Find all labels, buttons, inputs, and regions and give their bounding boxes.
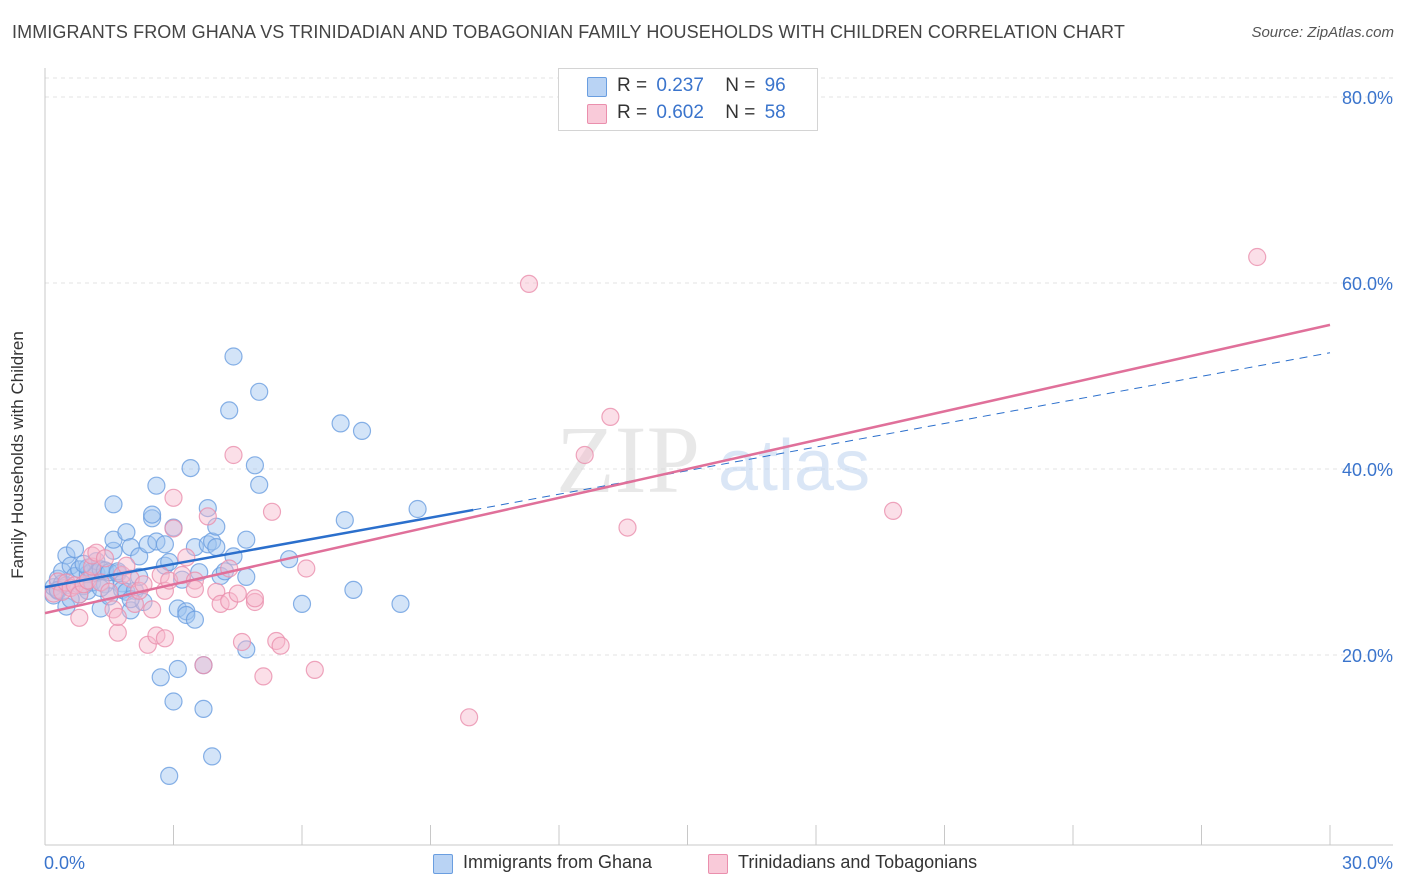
legend-n-label: N = bbox=[725, 75, 756, 96]
bottom-legend-swatch-ghana bbox=[433, 854, 453, 874]
watermark-atlas: atlas bbox=[718, 426, 870, 506]
point-ghana bbox=[245, 456, 264, 475]
point-ghana bbox=[181, 459, 200, 478]
y-tick-label: 60.0% bbox=[1342, 274, 1393, 294]
legend-r-value-ghana: 0.237 bbox=[656, 75, 704, 96]
point-ghana bbox=[335, 510, 354, 530]
bottom-legend-label-trinidad: Trinidadians and Tobagonians bbox=[738, 852, 978, 872]
point-ghana bbox=[408, 499, 427, 519]
point-trinidad bbox=[519, 274, 539, 293]
point-trinidad bbox=[134, 575, 153, 594]
point-trinidad bbox=[108, 623, 127, 642]
point-trinidad bbox=[198, 507, 217, 526]
legend-r-value-trinidad: 0.602 bbox=[656, 102, 704, 123]
point-trinidad bbox=[70, 585, 89, 604]
bottom-legend-label-ghana: Immigrants from Ghana bbox=[463, 852, 653, 872]
watermark-zip: ZIP bbox=[556, 406, 700, 513]
point-trinidad bbox=[601, 407, 620, 426]
point-ghana bbox=[250, 382, 269, 401]
point-ghana bbox=[292, 594, 312, 614]
point-ghana bbox=[203, 747, 222, 766]
legend-swatch-ghana bbox=[587, 77, 607, 97]
point-ghana bbox=[65, 539, 85, 559]
point-trinidad bbox=[164, 519, 183, 538]
point-ghana bbox=[147, 476, 166, 495]
legend-n-label: N = bbox=[725, 102, 756, 123]
point-ghana bbox=[237, 567, 256, 587]
chart-title: IMMIGRANTS FROM GHANA VS TRINIDADIAN AND… bbox=[12, 22, 1125, 42]
point-trinidad bbox=[575, 445, 594, 465]
point-ghana bbox=[207, 537, 226, 557]
point-trinidad bbox=[1248, 247, 1267, 267]
points-layer bbox=[44, 247, 1267, 786]
point-ghana bbox=[177, 605, 196, 625]
axis-layer bbox=[44, 68, 1393, 846]
watermark: ZIP atlas bbox=[556, 406, 870, 513]
point-ghana bbox=[155, 535, 174, 554]
point-trinidad bbox=[232, 632, 252, 652]
legend-n-value-trinidad: 58 bbox=[764, 102, 786, 123]
point-trinidad bbox=[100, 582, 119, 601]
bottom-legend-swatch-trinidad bbox=[708, 854, 728, 874]
point-trinidad bbox=[305, 660, 324, 680]
point-ghana bbox=[164, 692, 183, 711]
point-trinidad bbox=[460, 708, 479, 727]
point-trinidad bbox=[143, 600, 162, 619]
legend-r-label: R = bbox=[617, 75, 648, 96]
point-ghana bbox=[185, 610, 204, 629]
source-label: Source: ZipAtlas.com bbox=[1251, 24, 1394, 41]
point-ghana bbox=[250, 475, 269, 494]
point-trinidad bbox=[271, 636, 290, 655]
point-ghana bbox=[352, 421, 372, 440]
x-tick-label: 0.0% bbox=[44, 853, 85, 873]
point-ghana bbox=[224, 347, 243, 366]
correlation-legend: R = 0.237 N = 96 R = 0.602 N = 58 bbox=[558, 68, 818, 131]
x-tick-label: 30.0% bbox=[1342, 853, 1393, 873]
point-trinidad bbox=[194, 656, 213, 675]
trendline-trinidad bbox=[44, 323, 1331, 615]
point-trinidad bbox=[297, 559, 316, 578]
point-ghana bbox=[391, 594, 410, 614]
point-trinidad bbox=[228, 584, 247, 603]
legend-r-label: R = bbox=[617, 102, 648, 123]
legend-swatch-trinidad bbox=[587, 104, 607, 124]
point-trinidad bbox=[262, 502, 282, 521]
point-ghana bbox=[194, 699, 213, 719]
point-ghana bbox=[151, 668, 170, 687]
point-trinidad bbox=[70, 608, 89, 627]
point-trinidad bbox=[108, 607, 127, 627]
point-trinidad bbox=[164, 488, 183, 507]
point-trinidad bbox=[220, 559, 239, 578]
point-ghana bbox=[331, 414, 350, 433]
point-ghana bbox=[220, 401, 239, 420]
point-ghana bbox=[143, 505, 162, 524]
tick-labels: 20.0% 40.0% 60.0% 80.0% 0.0% 30.0% bbox=[44, 88, 1393, 873]
point-ghana bbox=[237, 530, 256, 549]
y-tick-label: 40.0% bbox=[1342, 460, 1393, 480]
trendline-ghana bbox=[44, 508, 474, 589]
fit-lines bbox=[44, 323, 1331, 615]
y-tick-label: 80.0% bbox=[1342, 88, 1393, 108]
point-ghana bbox=[344, 580, 363, 600]
point-trinidad bbox=[155, 629, 174, 648]
point-ghana bbox=[104, 495, 123, 514]
point-ghana bbox=[168, 659, 187, 679]
point-trinidad bbox=[185, 579, 204, 599]
point-trinidad bbox=[254, 667, 273, 686]
legend-n-value-ghana: 96 bbox=[764, 75, 786, 96]
point-trinidad bbox=[245, 589, 264, 608]
point-ghana bbox=[117, 523, 136, 542]
point-trinidad bbox=[207, 582, 226, 601]
trendline-ghana-extension bbox=[473, 352, 1331, 511]
y-tick-label: 20.0% bbox=[1342, 646, 1393, 666]
point-trinidad bbox=[618, 518, 637, 537]
point-ghana bbox=[160, 766, 179, 786]
y-axis-label: Family Households with Children bbox=[8, 331, 27, 579]
point-trinidad bbox=[224, 445, 243, 465]
point-trinidad bbox=[883, 501, 903, 520]
point-trinidad bbox=[95, 549, 115, 568]
